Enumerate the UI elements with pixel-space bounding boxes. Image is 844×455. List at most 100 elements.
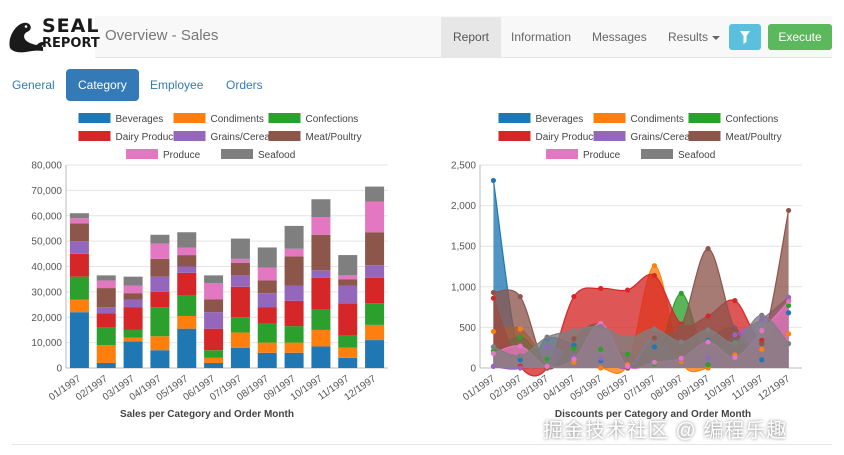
point-grains-cereals-03-1997[interactable]	[544, 344, 550, 350]
point-produce-11-1997[interactable]	[759, 328, 765, 334]
legend-label-condiments[interactable]: Condiments	[211, 114, 264, 125]
bar-seafood-05-1997[interactable]	[177, 232, 197, 248]
bar-condiments-02-1997[interactable]	[96, 345, 116, 363]
bar-seafood-11-1997[interactable]	[338, 255, 358, 276]
bar-beverages-06-1997[interactable]	[204, 362, 224, 368]
point-beverages-12-1997[interactable]	[785, 310, 792, 316]
bar-confections-04-1997[interactable]	[150, 307, 170, 337]
legend-label-dairy-products[interactable]: Dairy Products	[536, 132, 602, 143]
bar-grains-cereals-07-1997[interactable]	[230, 275, 250, 287]
point-meat-poultry-01-1997[interactable]	[490, 289, 497, 296]
legend-label-confections[interactable]: Confections	[726, 114, 779, 125]
bar-condiments-09-1997[interactable]	[284, 342, 304, 353]
bar-grains-cereals-05-1997[interactable]	[177, 266, 197, 273]
bar-seafood-02-1997[interactable]	[96, 275, 116, 281]
legend-swatch-grains-cereals[interactable]	[173, 131, 206, 141]
tab-employee[interactable]: Employee	[150, 78, 204, 92]
bar-condiments-05-1997[interactable]	[177, 315, 197, 329]
bar-produce-09-1997[interactable]	[284, 248, 304, 257]
legend-swatch-condiments[interactable]	[173, 113, 206, 123]
point-confections-04-1997[interactable]	[571, 345, 577, 352]
point-condiments-01-1997[interactable]	[490, 328, 497, 335]
bar-produce-08-1997[interactable]	[257, 267, 277, 281]
legend-swatch-grains-cereals[interactable]	[593, 131, 626, 141]
point-dairy-products-04-1997[interactable]	[571, 293, 577, 300]
bar-confections-07-1997[interactable]	[230, 317, 250, 333]
bar-condiments-11-1997[interactable]	[338, 347, 358, 358]
bar-produce-12-1997[interactable]	[365, 201, 385, 233]
legend-label-produce[interactable]: Produce	[163, 150, 201, 161]
point-seafood-09-1997[interactable]	[705, 327, 711, 333]
point-dairy-products-07-1997[interactable]	[651, 272, 658, 279]
point-condiments-12-1997[interactable]	[785, 331, 792, 337]
execute-button[interactable]: Execute	[768, 24, 832, 50]
bar-dairy-products-01-1997[interactable]	[69, 253, 89, 277]
legend-label-meat-poultry[interactable]: Meat/Poultry	[306, 132, 362, 143]
bar-grains-cereals-11-1997[interactable]	[338, 285, 358, 304]
point-condiments-07-1997[interactable]	[651, 263, 658, 269]
bar-seafood-04-1997[interactable]	[150, 234, 170, 244]
bar-dairy-products-10-1997[interactable]	[311, 277, 331, 310]
bar-dairy-products-12-1997[interactable]	[365, 277, 385, 304]
legend-swatch-meat-poultry[interactable]	[688, 131, 721, 141]
tab-general[interactable]: General	[12, 78, 55, 92]
point-seafood-05-1997[interactable]	[598, 323, 604, 330]
point-confections-05-1997[interactable]	[598, 346, 604, 352]
bar-grains-cereals-08-1997[interactable]	[257, 293, 277, 308]
point-meat-poultry-09-1997[interactable]	[705, 246, 711, 252]
legend-swatch-meat-poultry[interactable]	[268, 131, 301, 141]
point-confections-08-1997[interactable]	[678, 290, 684, 296]
legend-swatch-produce[interactable]	[126, 149, 158, 159]
point-condiments-05-1997[interactable]	[598, 365, 604, 371]
bar-beverages-10-1997[interactable]	[311, 346, 331, 368]
bar-beverages-05-1997[interactable]	[177, 328, 197, 368]
bar-beverages-07-1997[interactable]	[230, 347, 250, 368]
point-seafood-06-1997[interactable]	[624, 335, 631, 341]
legend-swatch-beverages[interactable]	[498, 113, 531, 123]
point-meat-poultry-02-1997[interactable]	[517, 293, 523, 300]
point-grains-cereals-11-1997[interactable]	[759, 316, 765, 322]
point-produce-10-1997[interactable]	[732, 354, 738, 361]
bar-produce-11-1997[interactable]	[338, 275, 358, 280]
bar-produce-07-1997[interactable]	[230, 258, 250, 263]
seal-report-logo[interactable]	[6, 16, 98, 56]
bar-condiments-10-1997[interactable]	[311, 329, 331, 347]
legend-label-grains-cereals[interactable]: Grains/Cereals	[211, 132, 278, 143]
bar-meat-poultry-05-1997[interactable]	[177, 255, 197, 267]
point-meat-poultry-12-1997[interactable]	[785, 207, 792, 214]
bar-confections-03-1997[interactable]	[123, 329, 143, 338]
legend-label-seafood[interactable]: Seafood	[258, 150, 295, 161]
point-meat-poultry-08-1997[interactable]	[678, 323, 684, 329]
point-dairy-products-05-1997[interactable]	[598, 285, 604, 292]
point-seafood-01-1997[interactable]	[490, 344, 497, 350]
point-grains-cereals-02-1997[interactable]	[517, 365, 523, 371]
point-produce-01-1997[interactable]	[490, 350, 497, 356]
bar-beverages-03-1997[interactable]	[123, 341, 143, 368]
bar-grains-cereals-12-1997[interactable]	[365, 265, 385, 278]
point-meat-poultry-10-1997[interactable]	[732, 326, 738, 332]
point-condiments-02-1997[interactable]	[517, 326, 523, 332]
bar-produce-10-1997[interactable]	[311, 217, 331, 235]
bar-condiments-01-1997[interactable]	[69, 299, 89, 313]
bar-seafood-08-1997[interactable]	[257, 247, 277, 268]
legend-label-produce[interactable]: Produce	[583, 150, 621, 161]
bar-confections-02-1997[interactable]	[96, 327, 116, 346]
bar-produce-05-1997[interactable]	[177, 247, 197, 256]
bar-confections-06-1997[interactable]	[204, 350, 224, 358]
point-produce-08-1997[interactable]	[678, 355, 684, 361]
point-grains-cereals-09-1997[interactable]	[705, 355, 711, 361]
bar-condiments-08-1997[interactable]	[257, 342, 277, 353]
bar-beverages-02-1997[interactable]	[96, 362, 116, 368]
bar-grains-cereals-10-1997[interactable]	[311, 270, 331, 278]
bar-confections-05-1997[interactable]	[177, 295, 197, 316]
bar-grains-cereals-06-1997[interactable]	[204, 312, 224, 329]
bar-meat-poultry-12-1997[interactable]	[365, 232, 385, 266]
bar-dairy-products-11-1997[interactable]	[338, 303, 358, 336]
point-seafood-02-1997[interactable]	[517, 353, 523, 359]
bar-seafood-01-1997[interactable]	[69, 213, 89, 219]
bar-meat-poultry-03-1997[interactable]	[123, 293, 143, 300]
bar-grains-cereals-04-1997[interactable]	[150, 276, 170, 292]
bar-dairy-products-03-1997[interactable]	[123, 307, 143, 330]
nav-information[interactable]: Information	[511, 30, 572, 44]
tab-category[interactable]: Category	[66, 69, 139, 101]
